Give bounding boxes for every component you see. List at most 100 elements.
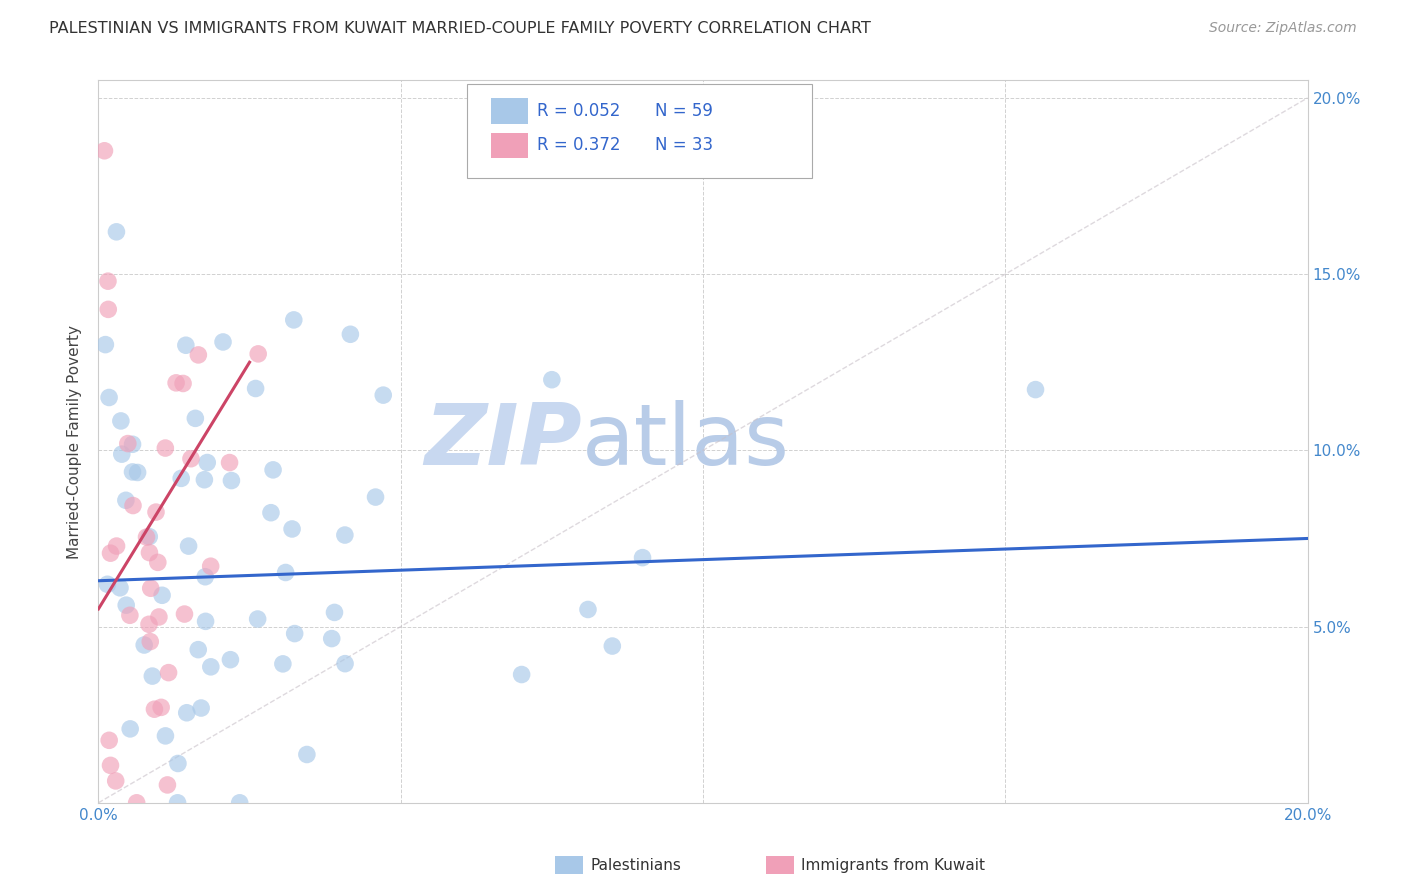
Point xyxy=(146,555,169,569)
Point xyxy=(187,642,209,657)
Point xyxy=(195,456,218,470)
Point xyxy=(138,546,160,560)
Point xyxy=(193,473,215,487)
Point xyxy=(295,747,318,762)
Point xyxy=(260,506,283,520)
Point xyxy=(150,588,173,602)
Point xyxy=(170,471,193,485)
Point xyxy=(200,559,222,574)
Point xyxy=(98,391,121,405)
Point xyxy=(108,581,131,595)
Point xyxy=(284,626,307,640)
Point xyxy=(127,466,149,480)
Point xyxy=(176,706,198,720)
Point xyxy=(333,528,356,542)
Text: Immigrants from Kuwait: Immigrants from Kuwait xyxy=(801,858,986,872)
Point xyxy=(121,465,143,479)
Point xyxy=(602,639,624,653)
Point xyxy=(141,669,163,683)
Point xyxy=(139,634,162,648)
Point xyxy=(271,657,294,671)
Point xyxy=(118,608,141,623)
Point xyxy=(321,632,343,646)
Point xyxy=(157,665,180,680)
Point xyxy=(134,638,156,652)
Text: R = 0.372: R = 0.372 xyxy=(537,136,621,154)
Point xyxy=(339,327,361,342)
Point xyxy=(187,348,209,362)
Point xyxy=(125,796,148,810)
Point xyxy=(165,376,187,390)
Point xyxy=(364,490,387,504)
Point xyxy=(135,530,157,544)
Point xyxy=(218,456,240,470)
Point xyxy=(172,376,194,391)
Point xyxy=(219,653,242,667)
Point xyxy=(150,700,173,714)
Point xyxy=(510,667,533,681)
Y-axis label: Married-Couple Family Poverty: Married-Couple Family Poverty xyxy=(67,325,83,558)
Point xyxy=(180,451,202,466)
Point xyxy=(281,522,304,536)
Point xyxy=(93,144,115,158)
Point xyxy=(274,566,297,580)
Point xyxy=(194,615,217,629)
Point xyxy=(194,570,217,584)
Point xyxy=(190,701,212,715)
Point xyxy=(262,463,284,477)
Point xyxy=(97,302,120,317)
Point xyxy=(174,338,197,352)
FancyBboxPatch shape xyxy=(467,84,811,178)
Point xyxy=(166,796,188,810)
Point xyxy=(120,722,142,736)
Point xyxy=(245,382,267,396)
Point xyxy=(156,778,179,792)
Point xyxy=(333,657,356,671)
Point xyxy=(97,274,120,288)
Point xyxy=(212,334,235,349)
Point xyxy=(100,758,122,772)
Text: R = 0.052: R = 0.052 xyxy=(537,102,620,120)
Point xyxy=(323,606,346,620)
Text: atlas: atlas xyxy=(582,400,790,483)
Point xyxy=(167,756,190,771)
Point xyxy=(105,225,128,239)
Point xyxy=(98,733,121,747)
Point xyxy=(173,607,195,621)
Point xyxy=(100,546,122,560)
Point xyxy=(283,313,305,327)
Point xyxy=(138,530,160,544)
Text: Source: ZipAtlas.com: Source: ZipAtlas.com xyxy=(1209,21,1357,36)
Point xyxy=(122,499,145,513)
Point xyxy=(221,474,243,488)
Point xyxy=(115,598,138,612)
Point xyxy=(148,610,170,624)
Point xyxy=(111,447,134,461)
Point xyxy=(96,577,118,591)
Point xyxy=(117,436,139,450)
Point xyxy=(631,550,654,565)
Point xyxy=(94,337,117,351)
Point xyxy=(104,773,127,788)
Point xyxy=(115,493,138,508)
Point xyxy=(177,539,200,553)
Text: N = 33: N = 33 xyxy=(655,136,713,154)
FancyBboxPatch shape xyxy=(492,133,527,158)
Text: ZIP: ZIP xyxy=(425,400,582,483)
Point xyxy=(143,702,166,716)
Point xyxy=(184,411,207,425)
Point xyxy=(105,539,128,553)
Point xyxy=(155,441,177,455)
Point xyxy=(246,612,269,626)
Point xyxy=(1024,383,1046,397)
Point xyxy=(228,796,250,810)
Point xyxy=(373,388,395,402)
Point xyxy=(155,729,177,743)
Point xyxy=(138,617,160,632)
Point xyxy=(145,505,167,519)
Point xyxy=(121,437,143,451)
Point xyxy=(110,414,132,428)
Text: Palestinians: Palestinians xyxy=(591,858,682,872)
Text: N = 59: N = 59 xyxy=(655,102,713,120)
Point xyxy=(576,602,599,616)
